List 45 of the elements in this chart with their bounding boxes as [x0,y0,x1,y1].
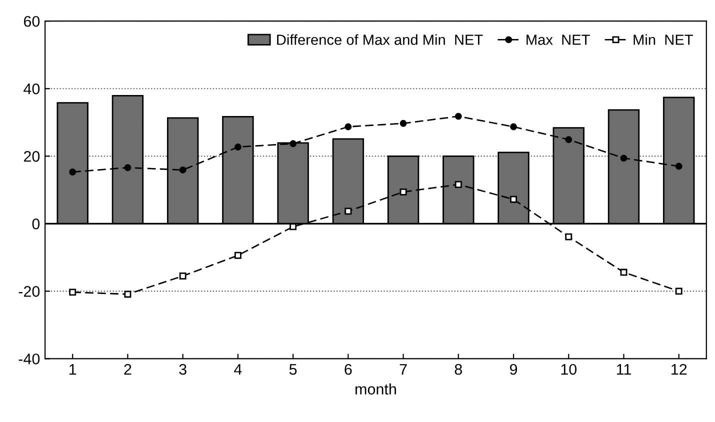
legend-label: Difference of Max and Min NET [277,34,483,45]
y-tick-label: 60 [24,16,40,27]
y-tick-label: 40 [24,83,40,94]
x-tick-label: 11 [616,364,631,375]
point [454,112,462,120]
x-tick-label: 3 [179,364,186,375]
point [179,272,186,280]
point [400,188,407,196]
point [69,168,76,176]
x-tick-label: 9 [510,364,518,375]
point [344,123,352,130]
x-axis-title: month [356,383,396,395]
point [290,140,297,148]
y-tick-label: -40 [18,354,40,364]
y-tick-label: 20 [24,151,40,162]
point [234,144,242,150]
legend-label: Max NET [526,34,590,45]
x-tick-label: 12 [672,364,687,375]
point [565,136,572,144]
point [124,290,132,298]
point [510,123,517,130]
x-tick-label: 6 [344,364,352,375]
point [675,288,682,295]
x-tick-label: 5 [289,364,297,375]
point [234,252,242,259]
point [124,164,132,172]
x-tick-label: 7 [400,364,407,375]
point [565,233,572,240]
point [510,196,517,203]
x-tick-label: 1 [70,364,76,375]
x-tick-label: 4 [234,364,242,375]
point [620,154,628,162]
point [454,181,462,188]
point [675,162,682,170]
x-tick-label: 2 [124,364,132,375]
point [620,268,628,276]
x-tick-label: 8 [454,364,462,375]
y-tick-label: -20 [18,286,40,297]
y-tick-label: 0 [32,218,40,230]
point [400,120,407,127]
point [344,208,352,215]
point [69,288,76,296]
legend-label: Min NET [634,34,693,45]
x-tick-label: 10 [561,364,577,375]
point [179,166,186,174]
